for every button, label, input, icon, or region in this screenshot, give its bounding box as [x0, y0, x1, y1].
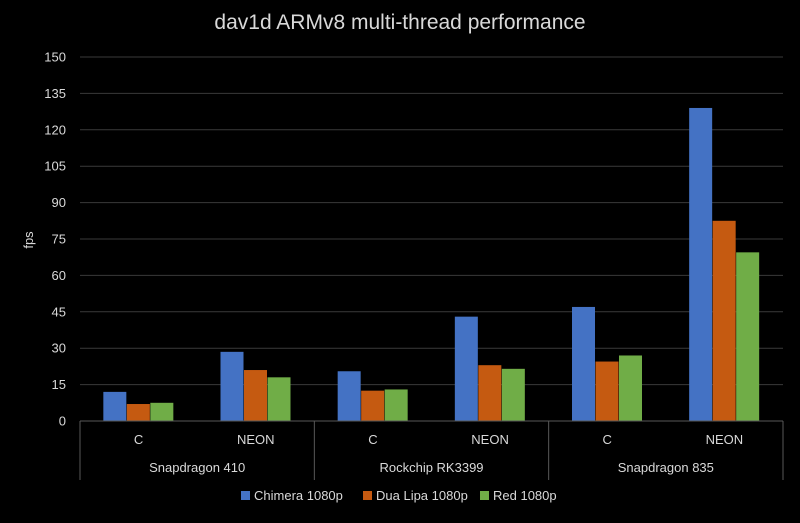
- bar: [361, 390, 385, 421]
- bars: [103, 107, 760, 422]
- bar: [501, 368, 525, 421]
- bar: [572, 306, 595, 421]
- bar: [712, 220, 736, 421]
- legend-swatch: [363, 491, 372, 500]
- y-tick-label: 45: [52, 304, 66, 319]
- category-label: NEON: [706, 432, 744, 447]
- bar: [736, 252, 760, 421]
- bar: [454, 316, 478, 421]
- category-label: C: [368, 432, 377, 447]
- bar: [103, 391, 127, 421]
- y-tick-label: 120: [44, 122, 66, 137]
- bar: [244, 370, 267, 421]
- y-axis-ticks: 0 15 30 45 60 75 90 105 120 135 150: [44, 50, 66, 429]
- y-tick-label: 150: [44, 50, 66, 65]
- y-tick-label: 75: [52, 232, 66, 247]
- chart-title: dav1d ARMv8 multi-thread performance: [214, 11, 585, 34]
- group-label: Snapdragon 835: [618, 460, 714, 475]
- category-label: NEON: [237, 432, 275, 447]
- y-axis-label: fps: [21, 231, 36, 249]
- legend-label: Dua Lipa 1080p: [376, 488, 468, 503]
- y-tick-label: 60: [52, 268, 66, 283]
- legend-swatch: [241, 491, 250, 500]
- bar: [126, 404, 150, 421]
- bar: [689, 107, 713, 422]
- y-tick-label: 135: [44, 86, 66, 101]
- y-tick-label: 0: [59, 414, 66, 429]
- bar: [337, 371, 361, 421]
- bar: [267, 377, 291, 421]
- bar: [384, 389, 408, 421]
- y-tick-label: 30: [52, 341, 66, 356]
- bar: [595, 361, 619, 421]
- y-tick-label: 105: [44, 159, 66, 174]
- legend-label: Chimera 1080p: [254, 488, 343, 503]
- bar: [478, 365, 502, 421]
- bar: [150, 402, 174, 421]
- category-label: NEON: [471, 432, 509, 447]
- legend: Chimera 1080p Dua Lipa 1080p Red 1080p: [241, 488, 557, 503]
- category-label: C: [603, 432, 612, 447]
- group-label: Rockchip RK3399: [379, 460, 483, 475]
- y-tick-label: 90: [52, 195, 66, 210]
- y-tick-label: 15: [52, 377, 66, 392]
- gridlines: [80, 56, 783, 386]
- bar: [619, 355, 642, 421]
- group-label: Snapdragon 410: [149, 460, 245, 475]
- category-label: C: [134, 432, 143, 447]
- bar: [220, 351, 244, 421]
- legend-label: Red 1080p: [493, 488, 557, 503]
- legend-swatch: [480, 491, 489, 500]
